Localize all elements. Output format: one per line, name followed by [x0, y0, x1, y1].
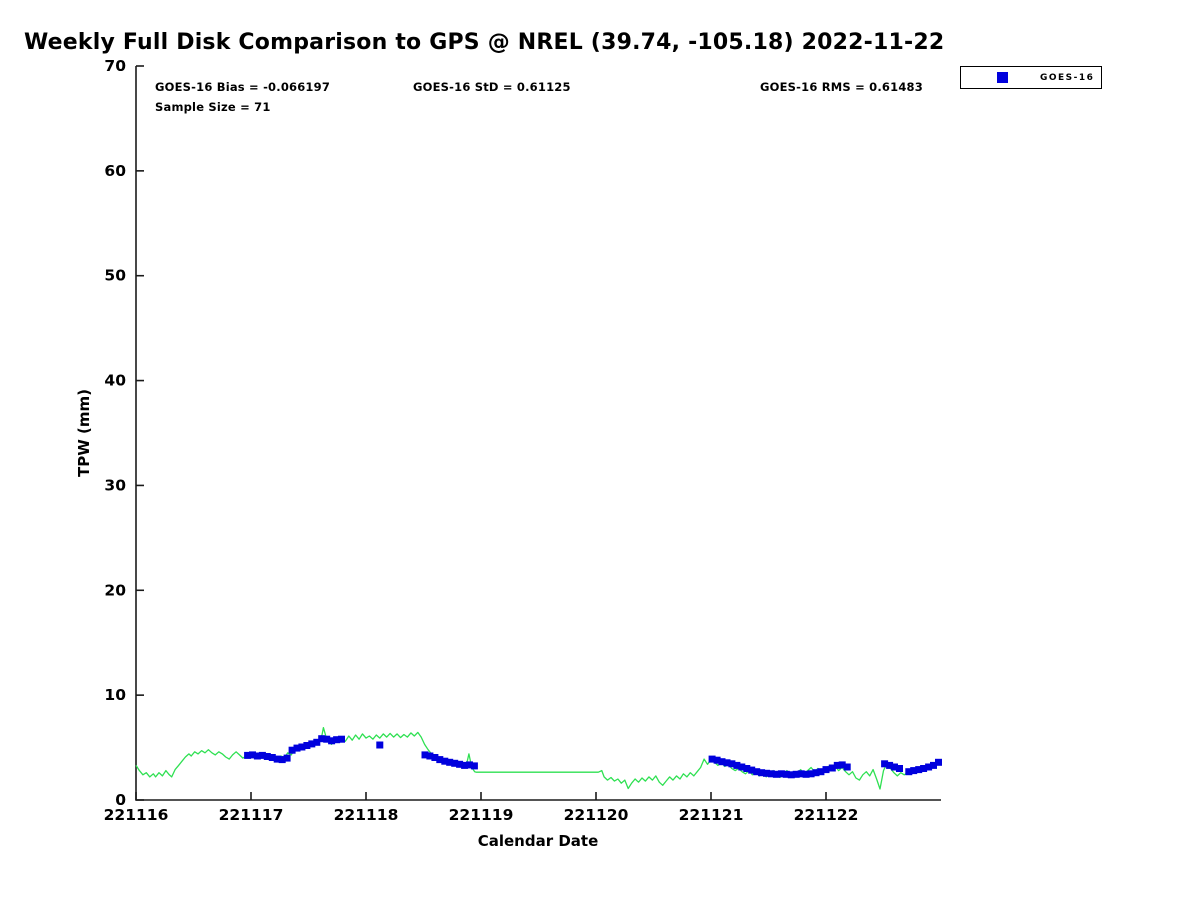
chart-title: Weekly Full Disk Comparison to GPS @ NRE… — [24, 30, 945, 55]
goes16-marker — [935, 758, 942, 766]
y-tick-label: 60 — [104, 162, 126, 180]
x-tick-label: 221120 — [564, 806, 629, 824]
goes16-marker — [328, 737, 336, 745]
goes16-marker — [376, 741, 384, 749]
goes16-marker — [718, 758, 726, 766]
goes16-marker — [470, 762, 478, 770]
goes16-marker — [886, 761, 894, 769]
goes16-marker — [708, 755, 716, 763]
y-tick-label: 40 — [104, 372, 126, 390]
goes16-marker — [787, 771, 795, 779]
goes16-marker — [288, 746, 296, 754]
goes16-marker — [298, 743, 306, 751]
x-tick-label: 221122 — [794, 806, 859, 824]
goes16-marker — [910, 767, 918, 775]
goes16-marker — [431, 754, 439, 761]
goes16-marker — [451, 759, 459, 767]
goes16-marker — [426, 752, 434, 760]
axis-spines — [135, 66, 941, 801]
stat-rms: GOES-16 RMS = 0.61483 — [760, 80, 923, 94]
goes16-marker — [728, 760, 736, 768]
goes16-marker — [802, 770, 810, 778]
x-tick-label: 221118 — [334, 806, 399, 824]
goes16-marker — [263, 753, 271, 760]
goes16-marker — [772, 770, 780, 778]
legend-box: GOES-16 — [960, 66, 1102, 89]
stat-sample-size: Sample Size = 71 — [155, 100, 271, 114]
goes16-marker — [323, 735, 331, 743]
goes16-marker — [308, 740, 316, 748]
goes16-marker — [446, 758, 454, 766]
goes16-marker — [244, 751, 252, 759]
goes16-marker — [782, 770, 790, 778]
goes16-marker — [817, 768, 825, 776]
y-tick-label: 0 — [115, 791, 126, 809]
x-tick-label: 221119 — [449, 806, 514, 824]
goes16-marker — [303, 742, 311, 749]
goes16-marker — [881, 760, 889, 768]
goes16-marker — [273, 755, 281, 763]
y-tick-label: 30 — [104, 476, 126, 494]
x-tick-label: 221121 — [679, 806, 744, 824]
goes16-marker — [318, 735, 326, 743]
goes16-marker — [838, 761, 846, 769]
goes16-marker — [758, 769, 766, 777]
goes16-marker — [733, 761, 741, 769]
y-tick-label: 10 — [104, 686, 126, 704]
goes16-marker — [293, 744, 301, 752]
goes16-marker — [249, 751, 256, 759]
goes16-marker — [792, 770, 800, 778]
goes16-marker — [896, 765, 903, 772]
goes16-marker — [763, 769, 770, 777]
goes16-marker — [822, 766, 830, 774]
goes16-marker — [743, 765, 751, 772]
goes16-marker — [456, 760, 464, 768]
goes16-marker — [768, 770, 775, 778]
goes16-marker — [828, 764, 836, 772]
goes16-marker — [338, 735, 345, 743]
legend-label: GOES-16 — [1040, 72, 1095, 83]
goes16-marker — [278, 756, 286, 764]
goes16-marker — [915, 766, 923, 774]
stat-bias: GOES-16 Bias = -0.066197 — [155, 80, 331, 94]
y-tick-label: 50 — [104, 267, 126, 285]
goes16-marker — [925, 763, 933, 771]
goes16-marker — [313, 738, 321, 746]
goes16-marker — [253, 752, 261, 760]
goes16-marker — [466, 761, 473, 769]
goes16-marker — [812, 769, 820, 777]
goes16-marker — [723, 759, 731, 767]
goes16-marker — [421, 751, 429, 759]
x-tick-label: 221116 — [104, 806, 169, 824]
goes16-marker — [441, 757, 449, 765]
goes16-marker — [930, 761, 937, 769]
goes16-marker — [753, 768, 761, 776]
goes16-marker — [748, 766, 756, 774]
goes16-marker — [713, 756, 721, 764]
y-tick-label: 70 — [104, 57, 126, 75]
goes16-marker — [258, 751, 266, 759]
y-axis-label: TPW (mm) — [75, 389, 93, 477]
goes16-marker — [920, 765, 928, 772]
legend-square-marker-icon — [997, 72, 1008, 83]
goes16-marker — [843, 763, 851, 771]
y-tick-label: 20 — [104, 581, 126, 599]
goes16-marker — [905, 768, 913, 776]
goes16-marker — [797, 770, 805, 778]
x-tick-label: 221117 — [219, 806, 284, 824]
goes16-marker — [891, 763, 898, 771]
goes16-marker — [738, 763, 746, 771]
stat-std: GOES-16 StD = 0.61125 — [413, 80, 571, 94]
goes16-marker — [283, 754, 291, 762]
goes16-marker — [807, 770, 815, 778]
goes16-marker — [833, 761, 841, 769]
goes16-marker — [268, 754, 276, 761]
goes16-marker — [333, 736, 341, 744]
goes16-marker — [461, 761, 469, 769]
x-axis-label: Calendar Date — [477, 832, 599, 850]
goes16-marker — [436, 756, 444, 764]
goes16-marker — [777, 770, 785, 778]
